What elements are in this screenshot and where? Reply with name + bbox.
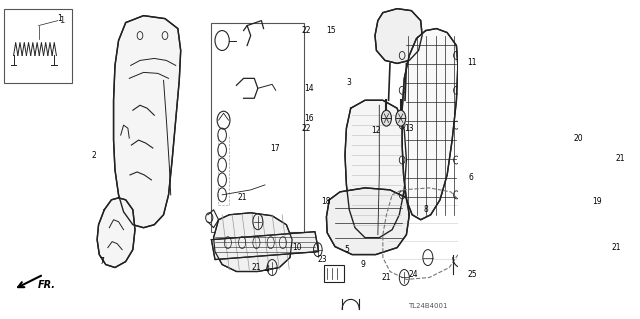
Text: FR.: FR. (38, 280, 56, 290)
Text: 1: 1 (57, 14, 61, 23)
Text: 2: 2 (91, 151, 96, 160)
Text: 15: 15 (326, 26, 335, 35)
Text: 22: 22 (301, 26, 311, 35)
Text: 1: 1 (60, 16, 65, 25)
Bar (4, 9, 72, 83)
Text: 9: 9 (360, 260, 365, 269)
Text: 6: 6 (468, 174, 473, 182)
Text: 24: 24 (409, 270, 419, 279)
Text: 21: 21 (616, 153, 625, 162)
Text: 16: 16 (305, 114, 314, 123)
Text: 25: 25 (467, 270, 477, 279)
Text: 20: 20 (573, 134, 582, 143)
Ellipse shape (381, 110, 392, 126)
Text: TL24B4001: TL24B4001 (408, 303, 447, 309)
Polygon shape (326, 188, 410, 255)
Text: 19: 19 (593, 197, 602, 206)
Text: 21: 21 (252, 263, 261, 272)
Text: 5: 5 (345, 245, 349, 254)
Text: 23: 23 (317, 255, 327, 264)
Polygon shape (375, 9, 422, 63)
Bar (211, 23, 304, 232)
Text: 7: 7 (100, 257, 104, 266)
Bar (324, 264, 344, 282)
Text: 21: 21 (237, 193, 247, 202)
Polygon shape (345, 100, 406, 238)
Polygon shape (113, 16, 180, 228)
Text: 21: 21 (381, 273, 391, 282)
Text: 11: 11 (467, 58, 477, 67)
Text: 8: 8 (423, 205, 428, 214)
Polygon shape (97, 198, 135, 268)
Text: 3: 3 (346, 78, 351, 87)
Text: 18: 18 (321, 197, 330, 206)
Polygon shape (402, 29, 458, 220)
Text: 21: 21 (612, 243, 621, 252)
Text: 13: 13 (404, 124, 414, 133)
Text: 4: 4 (265, 265, 269, 274)
Text: 22: 22 (301, 124, 311, 133)
Text: 14: 14 (305, 84, 314, 93)
Ellipse shape (396, 110, 406, 126)
Text: 10: 10 (292, 243, 302, 252)
Polygon shape (214, 213, 292, 271)
Text: 17: 17 (270, 144, 280, 152)
Polygon shape (211, 232, 319, 260)
Text: 12: 12 (371, 126, 380, 135)
